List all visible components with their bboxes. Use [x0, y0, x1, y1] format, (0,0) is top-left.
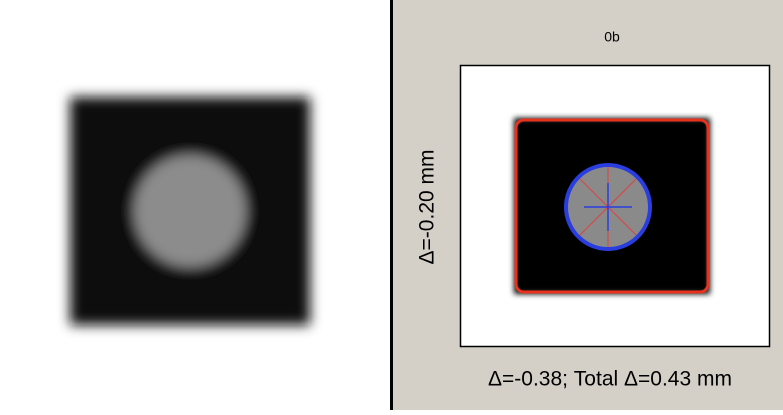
y-label: Δ=-0.20 mm	[416, 150, 439, 265]
raw-image	[0, 0, 390, 410]
analysis-panel: 0b Δ=-0.20 mm Δ=-0.38; Total Δ=0.43 mm	[393, 0, 783, 410]
panel-title: 0b	[604, 29, 620, 45]
x-label: Δ=-0.38; Total Δ=0.43 mm	[488, 368, 732, 391]
page: 0b Δ=-0.20 mm Δ=-0.38; Total Δ=0.43 mm (…	[0, 0, 783, 410]
divider	[390, 0, 393, 410]
screen: 0b Δ=-0.20 mm Δ=-0.38; Total Δ=0.43 mm	[0, 0, 783, 410]
